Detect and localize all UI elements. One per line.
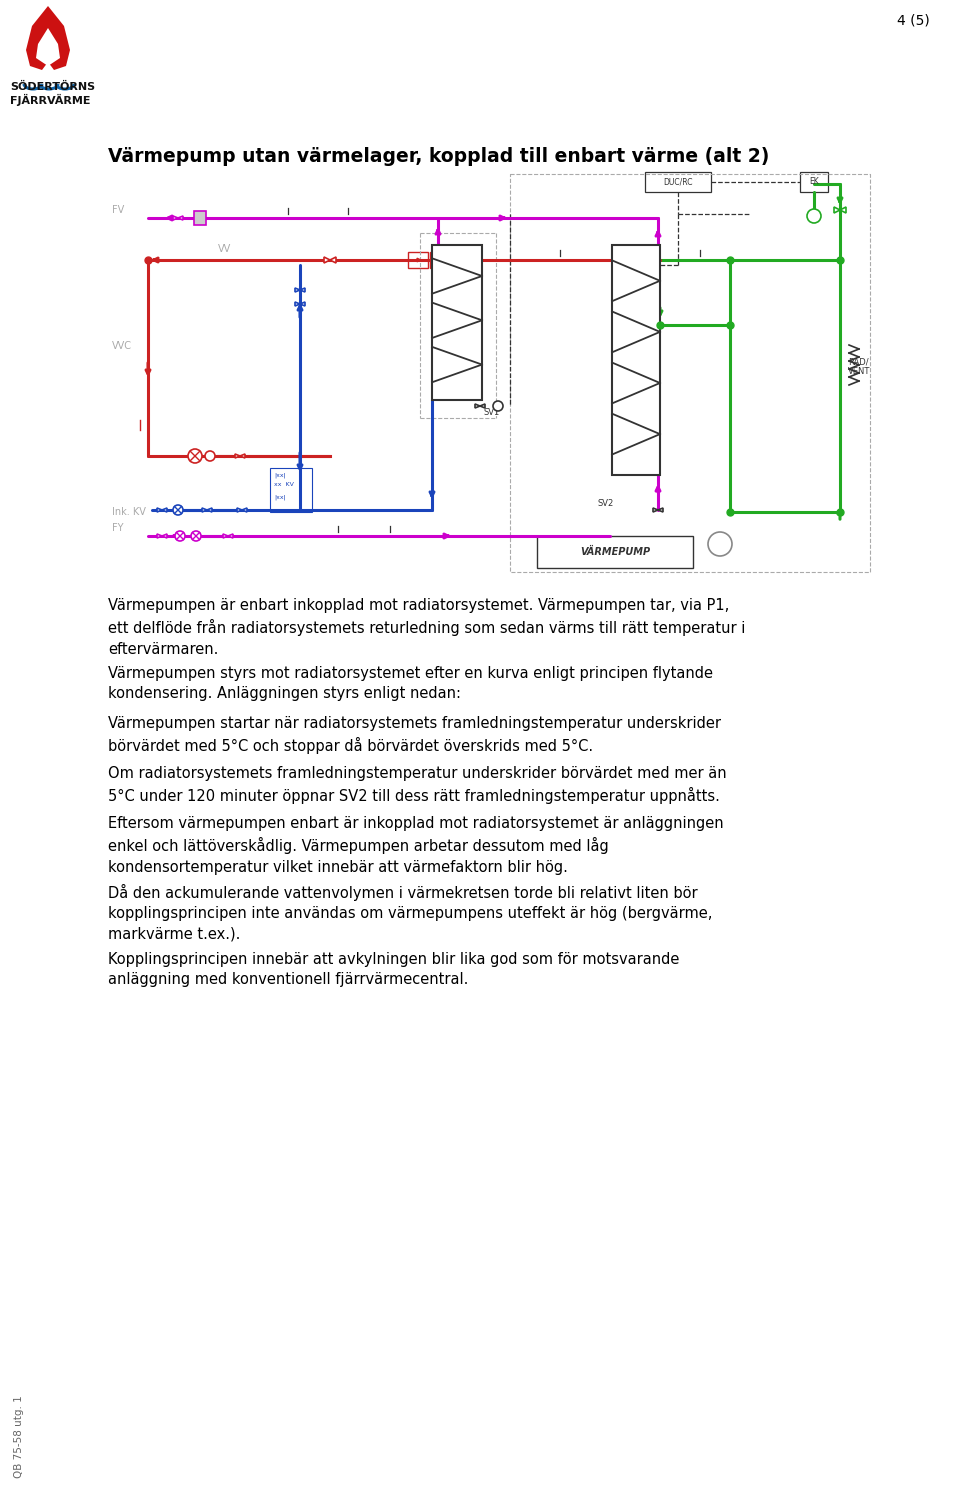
Text: SV2: SV2: [597, 499, 613, 508]
Bar: [270, 467, 312, 513]
Text: Värmepumpen är enbart inkopplad mot radiatorsystemet. Värmepumpen tar, via P1,
e: Värmepumpen är enbart inkopplad mot radi…: [108, 598, 745, 657]
Polygon shape: [653, 508, 663, 513]
Text: VVC: VVC: [112, 341, 132, 352]
Text: |xx|: |xx|: [274, 472, 286, 478]
Polygon shape: [157, 534, 167, 538]
Polygon shape: [36, 29, 60, 66]
Text: SV1: SV1: [484, 407, 500, 416]
Text: FY: FY: [112, 523, 124, 534]
Text: FJÄRRVÄRME: FJÄRRVÄRME: [10, 95, 90, 107]
Polygon shape: [26, 6, 70, 71]
Text: P1: P1: [715, 541, 725, 550]
Circle shape: [188, 449, 202, 463]
Polygon shape: [834, 207, 846, 213]
Polygon shape: [202, 508, 212, 513]
Text: Värmepumpen styrs mot radiatorsystemet efter en kurva enligt principen flytande
: Värmepumpen styrs mot radiatorsystemet e…: [108, 666, 713, 702]
Text: VENT: VENT: [848, 368, 871, 376]
Text: 4 (5): 4 (5): [898, 14, 930, 29]
Bar: [537, 537, 693, 568]
Text: xx  KV: xx KV: [274, 482, 294, 487]
Polygon shape: [235, 454, 245, 458]
Bar: [800, 171, 828, 192]
Text: Eftersom värmepumpen enbart är inkopplad mot radiatorsystemet är anläggningen
en: Eftersom värmepumpen enbart är inkopplad…: [108, 816, 724, 875]
Bar: [645, 171, 711, 192]
Bar: [612, 245, 660, 475]
Polygon shape: [295, 302, 305, 307]
Circle shape: [175, 531, 185, 541]
Circle shape: [807, 209, 821, 222]
Text: |xx|: |xx|: [274, 494, 286, 499]
Circle shape: [173, 505, 183, 516]
Text: SÖDERTÖRNS: SÖDERTÖRNS: [10, 83, 95, 92]
Circle shape: [205, 451, 215, 461]
Polygon shape: [157, 508, 167, 513]
Circle shape: [493, 401, 503, 410]
Text: Kopplingsprincipen innebär att avkylningen blir lika god som för motsvarande
anl: Kopplingsprincipen innebär att avkylning…: [108, 951, 680, 987]
Bar: [432, 245, 482, 400]
Text: Värmepump utan värmelager, kopplad till enbart värme (alt 2): Värmepump utan värmelager, kopplad till …: [108, 147, 769, 165]
Bar: [430, 253, 450, 268]
Text: Ink. KV: Ink. KV: [112, 507, 146, 517]
Text: VÄRMEPUMP: VÄRMEPUMP: [580, 547, 650, 558]
Text: VV: VV: [218, 243, 231, 254]
Bar: [510, 174, 870, 573]
Text: Om radiatorsystemets framledningstemperatur underskrider börvärdet med mer än
5°: Om radiatorsystemets framledningstempera…: [108, 767, 727, 804]
Bar: [194, 210, 206, 225]
Polygon shape: [475, 404, 485, 407]
Circle shape: [708, 532, 732, 556]
Text: EK: EK: [809, 177, 819, 186]
Text: FV: FV: [112, 204, 124, 215]
Text: Värmepumpen startar när radiatorsystemets framledningstemperatur underskrider
bö: Värmepumpen startar när radiatorsystemet…: [108, 715, 721, 755]
Polygon shape: [237, 508, 247, 513]
Text: RAD/: RAD/: [848, 358, 869, 367]
Polygon shape: [295, 289, 305, 292]
Text: QB 75-58 utg. 1: QB 75-58 utg. 1: [14, 1395, 24, 1477]
Text: DUC/RC: DUC/RC: [663, 177, 693, 186]
Circle shape: [191, 531, 201, 541]
Polygon shape: [324, 257, 336, 263]
Polygon shape: [173, 216, 183, 219]
Bar: [408, 253, 428, 268]
Polygon shape: [223, 534, 233, 538]
Text: Då den ackumulerande vattenvolymen i värmekretsen torde bli relativt liten bör
k: Då den ackumulerande vattenvolymen i vär…: [108, 884, 712, 942]
